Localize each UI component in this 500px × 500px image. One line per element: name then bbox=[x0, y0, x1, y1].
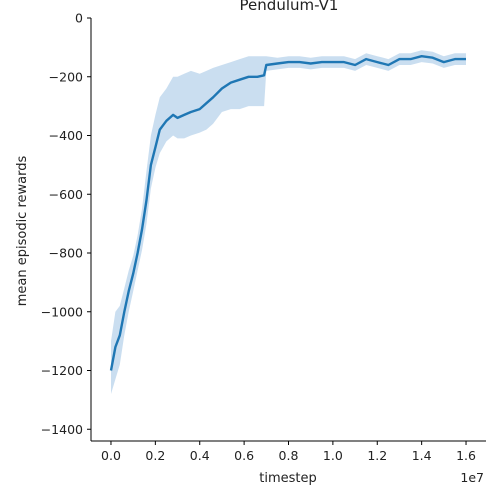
y-tick-label: −200 bbox=[49, 69, 83, 84]
x-axis-label: timestep bbox=[259, 471, 317, 486]
x-tick-label: 0.8 bbox=[279, 448, 299, 463]
y-axis-label: mean episodic rewards bbox=[15, 156, 30, 307]
x-tick-label: 1.6 bbox=[456, 448, 476, 463]
y-tick-label: −400 bbox=[49, 128, 83, 143]
x-tick-label: 0.0 bbox=[101, 448, 121, 463]
x-tick-label: 0.4 bbox=[190, 448, 210, 463]
plot-area bbox=[109, 50, 466, 395]
x-tick-label: 1.2 bbox=[367, 448, 387, 463]
x-tick-label: 0.6 bbox=[234, 448, 254, 463]
y-tick-label: −600 bbox=[49, 187, 83, 202]
y-tick-label: 0 bbox=[75, 11, 83, 26]
series-0-band bbox=[111, 50, 466, 395]
y-tick-label: −1200 bbox=[41, 363, 83, 378]
y-tick-label: −800 bbox=[49, 246, 83, 261]
chart-title: Pendulum-V1 bbox=[240, 0, 339, 14]
axes: 0.0 0.2 0.4 0.6 0.8 1.0 1.2 1.4 1.6 0 −200 −400 −600… bbox=[41, 11, 486, 463]
x-offset-label: 1e7 bbox=[460, 470, 484, 485]
x-tick-label: 1.4 bbox=[412, 448, 432, 463]
x-tick-label: 0.2 bbox=[145, 448, 165, 463]
y-tick-label: −1000 bbox=[41, 304, 83, 319]
y-tick-label: −1400 bbox=[41, 422, 83, 437]
series-0-line bbox=[109, 55, 466, 371]
x-tick-label: 1.0 bbox=[323, 448, 343, 463]
